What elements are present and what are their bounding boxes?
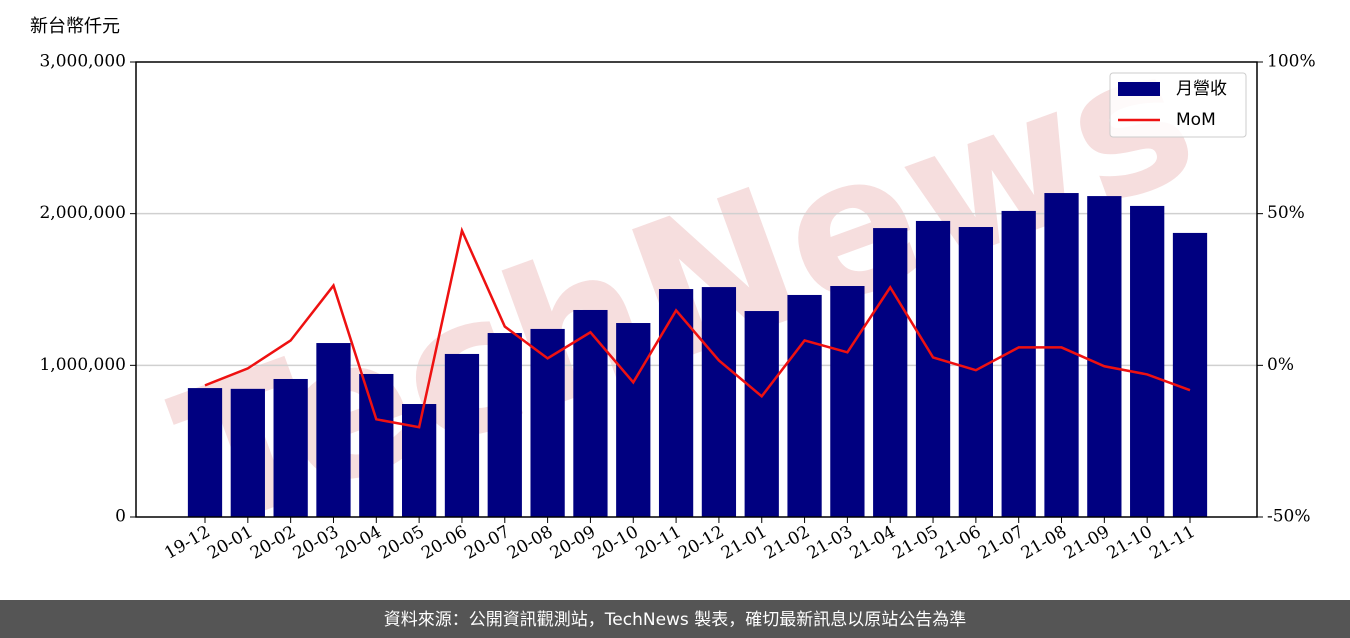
bar bbox=[830, 286, 865, 517]
bar bbox=[958, 227, 993, 517]
bar bbox=[187, 388, 223, 517]
legend-label: MoM bbox=[1176, 110, 1216, 130]
legend-label: 月營收 bbox=[1176, 79, 1227, 99]
y2-tick-label: -50% bbox=[1267, 507, 1311, 527]
bar bbox=[1087, 196, 1122, 517]
y-tick-label: 1,000,000 bbox=[39, 355, 126, 375]
bar bbox=[273, 378, 308, 517]
y-tick-label: 0 bbox=[115, 507, 126, 527]
bar bbox=[316, 343, 351, 517]
y-axis-label: 新台幣仟元 bbox=[30, 16, 120, 37]
bar bbox=[359, 373, 394, 517]
legend-swatch bbox=[1118, 82, 1160, 96]
bar bbox=[873, 228, 908, 517]
y-tick-label: 3,000,000 bbox=[39, 52, 126, 72]
y-tick-label: 2,000,000 bbox=[39, 203, 126, 223]
footer-text: 資料來源：公開資訊觀測站，TechNews 製表，確切最新訊息以原站公告為準 bbox=[384, 610, 966, 630]
y2-tick-label: 0% bbox=[1267, 355, 1294, 375]
bar bbox=[402, 404, 437, 517]
bar bbox=[1172, 232, 1208, 517]
line bbox=[204, 226, 1191, 429]
bar bbox=[487, 333, 522, 517]
y2-tick-label: 100% bbox=[1267, 52, 1316, 72]
axes-frame bbox=[135, 61, 1258, 518]
y2-tick-label: 50% bbox=[1267, 203, 1305, 223]
bar bbox=[444, 353, 480, 517]
bar bbox=[744, 311, 779, 517]
bar bbox=[787, 294, 822, 517]
bar bbox=[1044, 193, 1079, 518]
bar bbox=[658, 289, 694, 517]
bar bbox=[530, 328, 565, 517]
bar bbox=[1001, 210, 1036, 518]
footer-bar bbox=[0, 600, 1350, 638]
bar bbox=[230, 388, 265, 517]
bar bbox=[1130, 205, 1165, 517]
bar bbox=[701, 287, 737, 517]
bar bbox=[616, 323, 651, 517]
bar bbox=[915, 220, 951, 518]
